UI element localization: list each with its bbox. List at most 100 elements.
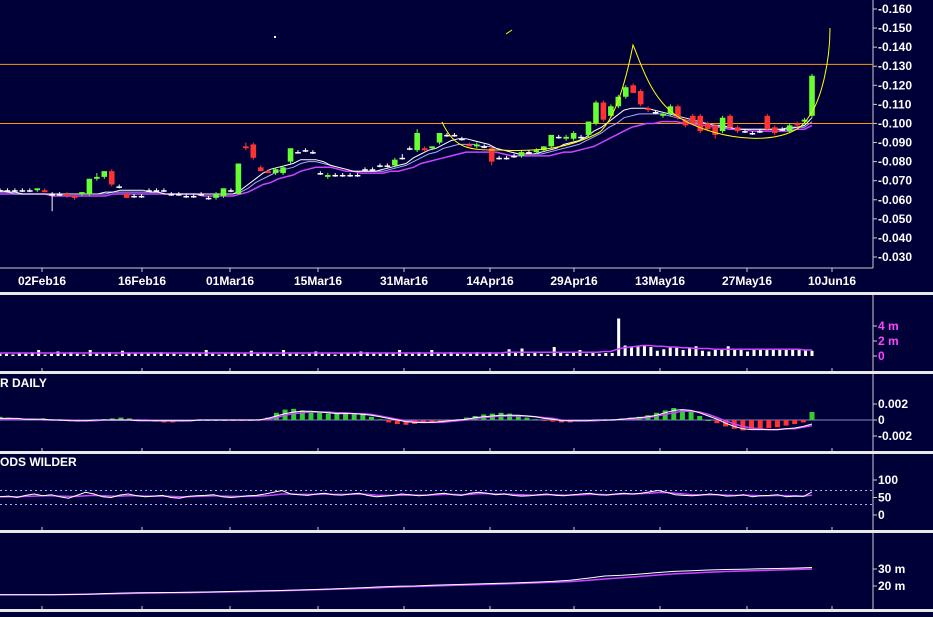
date-label: 14Apr16 (466, 274, 514, 288)
volume-bar (114, 354, 118, 356)
candle-body (235, 163, 242, 195)
volume-bar (346, 353, 350, 356)
oscillator-bar (386, 420, 392, 423)
volume-bar (75, 353, 79, 356)
volume-bar (456, 353, 460, 356)
candle-body (310, 152, 316, 154)
volume-axis-labels: 4 m2 m0 (873, 319, 899, 363)
price-tick-label: -0.140 (878, 40, 912, 54)
volume-bar (127, 353, 131, 356)
price-tick-label: -0.090 (878, 136, 912, 150)
volume-bar (655, 350, 659, 356)
volume-bar (784, 349, 788, 356)
volume-bar (565, 353, 569, 356)
candle-body (809, 75, 815, 116)
candle-body (749, 133, 756, 135)
candle-body (533, 150, 540, 153)
volume-bar (494, 353, 498, 356)
volume-bar (378, 353, 382, 356)
candle-body (153, 190, 160, 192)
oscillator-bar (749, 420, 755, 430)
candle-body (220, 188, 227, 196)
date-label: 13May16 (635, 274, 685, 288)
oscillator-bar (757, 420, 763, 429)
annotation-stroke (505, 29, 513, 35)
volume-bar (236, 353, 240, 356)
candle-body (392, 159, 398, 166)
candle-body (660, 113, 666, 116)
volume-bar (797, 349, 801, 356)
oscillator-lines (0, 409, 813, 431)
volume-bar (256, 353, 260, 356)
candle-body (362, 169, 368, 171)
candle-body (690, 115, 696, 124)
volume-bar (720, 348, 724, 356)
price-tick-label: -0.150 (878, 21, 912, 35)
candle-body (190, 195, 197, 198)
rsi-lines (0, 489, 813, 499)
candle-body (511, 155, 517, 158)
oscillator-bar (127, 418, 133, 420)
volume-bar (804, 350, 808, 356)
candle-body (183, 195, 190, 198)
candle-body (19, 190, 26, 192)
volume-bar (69, 352, 73, 356)
cumulative-volume-axis-labels: 30 m 20 m (873, 562, 905, 593)
candle-body (146, 190, 152, 192)
volume-bar (791, 350, 795, 356)
date-label: 01Mar16 (206, 274, 254, 288)
candle-body (593, 102, 599, 124)
price-tick-label: -0.050 (878, 212, 912, 226)
volume-bar (43, 354, 47, 356)
candle-body (652, 112, 659, 114)
candle-body (630, 85, 637, 93)
candle-body (451, 134, 458, 137)
volume-bar (623, 345, 627, 356)
volume-bar (24, 353, 28, 356)
volume-bar (275, 354, 279, 356)
volume-bar (410, 353, 414, 356)
oscillator-bar (688, 412, 694, 420)
candle-body (645, 108, 651, 111)
price-tick-label: -0.160 (878, 2, 912, 16)
volume-bar (417, 352, 421, 356)
volume-bar (559, 352, 563, 356)
volume-bar (552, 347, 556, 356)
oscillator-bar (368, 416, 374, 420)
date-label: 15Mar16 (294, 274, 342, 288)
volume-bar (739, 350, 743, 356)
cup-and-handle-annotation (441, 27, 831, 151)
oscillator-bar (550, 420, 556, 422)
volume-bar (591, 352, 595, 356)
candle-body (526, 152, 532, 154)
candle-body (138, 195, 145, 198)
volume-bar (436, 353, 440, 356)
candle-body (205, 197, 212, 200)
candle-body (213, 194, 219, 198)
volume-bar (468, 353, 472, 356)
candle-body (622, 87, 629, 97)
price-tick-label: -0.120 (878, 78, 912, 92)
date-label: 10Jun16 (808, 274, 856, 288)
volume-bar (584, 353, 588, 356)
candles (0, 73, 815, 212)
candle-body (406, 148, 413, 150)
price-tick-label: -0.030 (878, 250, 912, 264)
volume-bar (4, 353, 8, 356)
oscillator-bar (671, 408, 677, 420)
candle-body (399, 157, 406, 160)
candle-body (354, 174, 361, 177)
oscillator-tick-label: 0.002 (878, 397, 908, 411)
cumulative-tick-label: 20 m (878, 579, 905, 593)
volume-tick-label: 0 (878, 349, 885, 363)
volume-bar (752, 349, 756, 356)
candle-body (466, 144, 473, 147)
price-tick-label: -0.040 (878, 231, 912, 245)
candle-body (123, 194, 130, 198)
candle-body (548, 134, 555, 147)
candle-body (608, 106, 614, 116)
candle-body (555, 136, 562, 139)
candle-body (4, 190, 11, 192)
volume-bar (449, 352, 453, 356)
price-tick-label: -0.060 (878, 193, 912, 207)
